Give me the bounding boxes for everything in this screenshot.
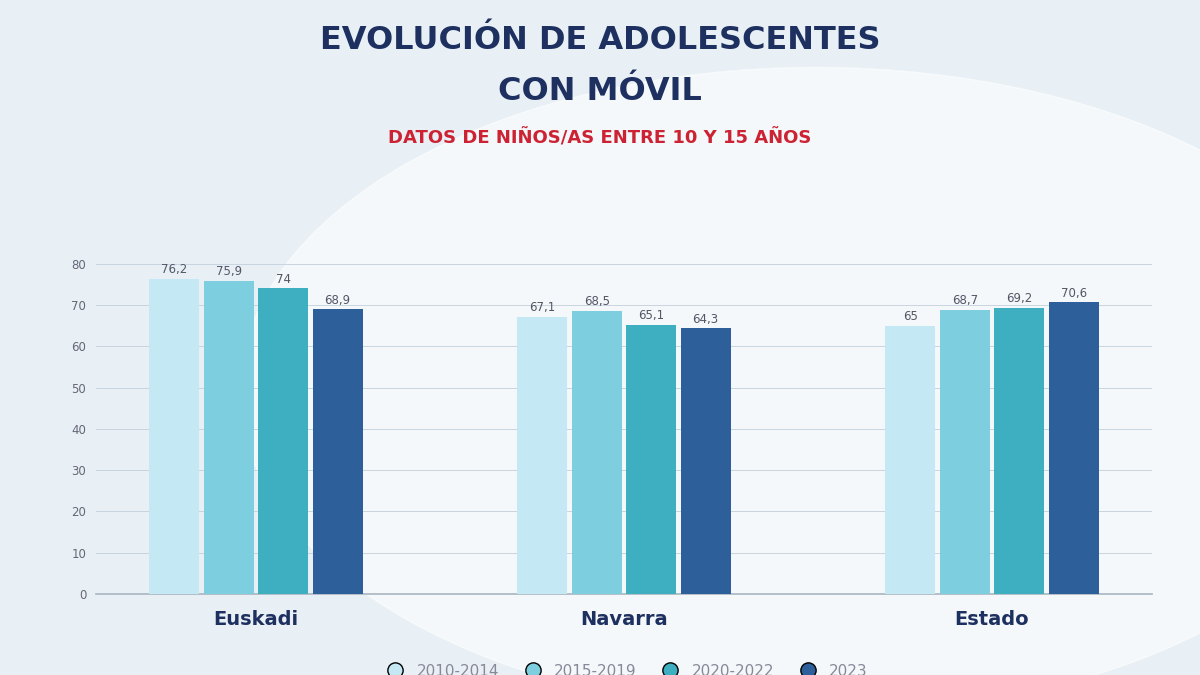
- Text: 74: 74: [276, 273, 290, 286]
- Bar: [149, 279, 199, 594]
- Text: DATOS DE NIÑOS/AS ENTRE 10 Y 15 AÑOS: DATOS DE NIÑOS/AS ENTRE 10 Y 15 AÑOS: [389, 129, 811, 148]
- Bar: [886, 325, 936, 594]
- Text: 70,6: 70,6: [1061, 287, 1087, 300]
- Bar: [204, 281, 254, 594]
- Bar: [1049, 302, 1099, 594]
- Text: 68,5: 68,5: [583, 295, 610, 308]
- Text: 75,9: 75,9: [216, 265, 242, 277]
- Text: 64,3: 64,3: [692, 313, 719, 325]
- Text: 68,7: 68,7: [952, 294, 978, 307]
- Legend: 2010-2014, 2015-2019, 2020-2022, 2023: 2010-2014, 2015-2019, 2020-2022, 2023: [374, 657, 874, 675]
- Text: 67,1: 67,1: [529, 301, 556, 314]
- Text: 68,9: 68,9: [324, 294, 350, 306]
- Bar: [626, 325, 677, 594]
- Text: 69,2: 69,2: [1006, 292, 1032, 305]
- Bar: [258, 288, 308, 594]
- Text: EVOLUCIÓN DE ADOLESCENTES: EVOLUCIÓN DE ADOLESCENTES: [319, 25, 881, 56]
- Text: 65: 65: [902, 310, 918, 323]
- Bar: [680, 329, 731, 594]
- Text: CON MÓVIL: CON MÓVIL: [498, 76, 702, 107]
- Bar: [940, 310, 990, 594]
- Text: 76,2: 76,2: [161, 263, 187, 277]
- Bar: [517, 317, 568, 594]
- Bar: [571, 311, 622, 594]
- Bar: [312, 309, 362, 594]
- Text: 65,1: 65,1: [638, 309, 665, 322]
- Bar: [994, 308, 1044, 594]
